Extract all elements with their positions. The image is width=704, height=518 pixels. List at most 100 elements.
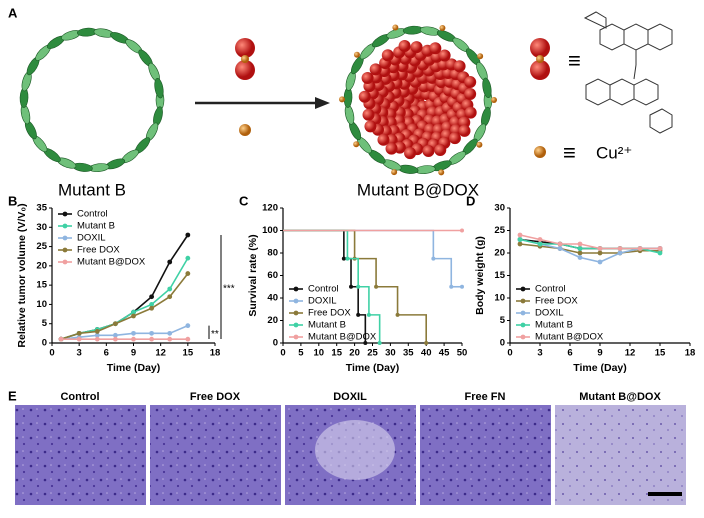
y-tick-label: 100 [262,225,278,236]
drug-ball [464,106,477,119]
drug-ball [385,142,398,155]
drug-ball [358,90,371,103]
legend-marker [62,235,68,241]
panel-label: E [8,388,17,403]
legend-marker [293,322,299,328]
image-label: Free DOX [190,391,241,403]
point [460,228,464,233]
legend-label: Mutant B [308,320,346,331]
drug-ball [410,41,423,54]
y-tick-label: 40 [267,293,278,304]
x-tick-label: 9 [131,348,136,359]
point [112,336,118,342]
step-segment [351,285,359,315]
legend-marker [520,334,526,340]
y-tick-label: 80 [267,248,278,259]
drug-ball [361,72,374,85]
x-tick-label: 35 [403,348,414,359]
point [517,237,523,242]
x-tick-label: 0 [280,348,285,359]
point [58,336,64,342]
y-axis-label: Body weight (g) [474,236,486,315]
point [577,255,583,260]
drug-ball [377,133,390,146]
drug-ball [398,40,411,53]
point [167,330,173,336]
drug-icon [235,60,255,80]
x-tick-label: 20 [349,348,360,359]
legend-marker [62,247,68,253]
protein-cage [19,27,165,173]
image-label: Free FN [465,391,506,403]
legend-label: Free DOX [535,296,578,307]
y-axis-label: Relative tumor volume (V/V₀) [16,203,28,347]
drug-ball [429,42,442,55]
x-tick-label: 3 [77,348,82,359]
image-label: DOXIL [333,391,367,403]
step-segment [433,257,453,287]
step-segment [397,314,427,343]
point [657,250,663,256]
drug-ball [422,145,435,158]
x-tick-label: 45 [439,348,450,359]
cu-dot [438,169,445,176]
image-label: Control [60,391,99,403]
point [167,294,173,300]
equiv: ≡ [568,48,581,73]
y-tick-label: 30 [36,222,47,233]
legend-label: Control [308,284,339,295]
point [557,241,563,247]
x-tick-label: 25 [367,348,378,359]
point [577,246,583,251]
point [557,246,563,251]
series-line [60,273,189,340]
legend-marker [293,286,299,292]
point [76,336,82,342]
y-tick-label: 0 [273,338,278,349]
cu-dot [353,141,360,148]
caption: Mutant B@DOX [357,180,479,199]
point [537,237,543,242]
point [460,284,464,289]
point [131,330,136,336]
legend-marker [520,322,526,328]
drug-ball [464,76,477,89]
drug-ball [364,120,377,133]
point [167,336,173,342]
point [356,312,361,317]
step-segment [283,229,435,259]
x-tick-label: 30 [385,348,396,359]
drug-ball [381,49,394,62]
point [363,341,368,345]
legend-marker [293,298,299,304]
point [424,341,429,345]
x-tick-label: 15 [331,348,342,359]
annotation: ** [211,329,219,340]
y-axis-label: Survival rate (%) [247,234,259,316]
point [149,330,155,336]
histology-image [420,405,551,505]
x-tick-label: 9 [597,348,602,359]
point [431,256,436,261]
x-tick-label: 12 [625,348,636,359]
histology-image [555,405,686,505]
point [94,332,100,338]
caption: Mutant B [58,180,126,199]
legend-marker [293,310,299,316]
point [76,330,82,336]
y-tick-label: 20 [36,260,47,271]
legend-marker [520,310,526,316]
point [345,256,350,261]
drug-ball [458,124,471,137]
y-tick-label: 20 [267,315,278,326]
helix [419,26,441,36]
x-tick-label: 18 [685,348,696,359]
y-tick-label: 10 [36,299,47,310]
x-tick-label: 5 [298,348,304,359]
histology-image [15,405,146,505]
point [517,241,523,247]
drug-ball [369,63,382,76]
point [185,323,191,329]
